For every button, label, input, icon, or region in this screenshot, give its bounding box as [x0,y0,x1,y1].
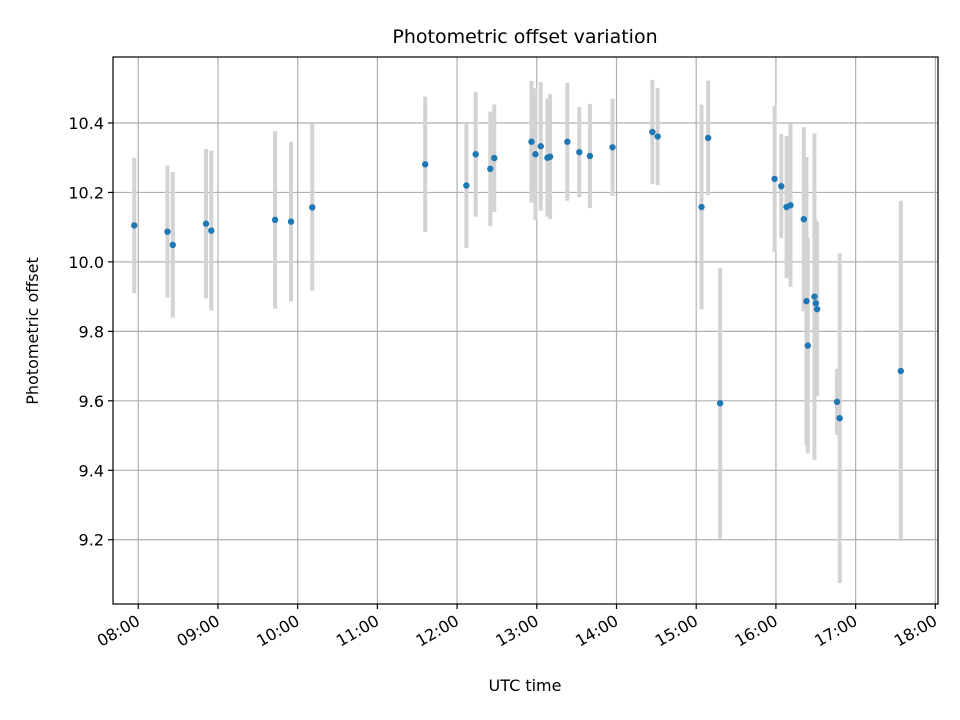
y-tick-label: 10.4 [68,114,104,133]
data-point [804,342,812,349]
data-point [208,227,215,234]
data-point [836,414,843,422]
data-point [532,151,539,158]
y-axis-ticks: 9.2 9.4 9.6 9.8 10.0 10.2 10.4 [68,114,113,550]
data-point [463,182,470,189]
data-point [169,241,176,249]
data-point [309,204,316,211]
data-point [421,161,429,168]
data-point [576,148,583,156]
data-point [271,216,279,224]
data-point [800,215,808,223]
data-point [564,138,571,145]
data-points [131,128,905,422]
data-point [491,154,498,162]
data-point [164,228,171,235]
data-point [487,165,494,173]
y-tick-label: 9.2 [79,531,104,550]
data-point [649,128,656,136]
data-point [202,220,210,227]
data-point [131,222,138,229]
data-point [811,293,818,300]
y-tick-label: 9.4 [79,461,104,480]
data-point [586,152,594,160]
x-axis-label: UTC time [489,676,562,695]
data-point [528,138,535,145]
data-point [704,134,712,142]
data-point [771,175,778,183]
data-point [609,144,616,151]
data-point [472,151,479,158]
data-point [778,182,785,190]
data-point [654,133,661,140]
data-point [546,153,554,160]
data-point [537,143,544,150]
plot-area-frame [112,56,939,605]
data-point [833,398,841,406]
y-tick-label: 9.6 [79,392,104,411]
y-tick-label: 10.0 [68,253,104,272]
data-point [716,400,724,407]
y-tick-label: 9.8 [79,322,104,341]
data-point [897,367,905,375]
data-point [787,202,794,209]
chart-title: Photometric offset variation [392,26,657,48]
y-axis-label: Photometric offset [23,257,42,405]
data-point [698,203,705,211]
data-point [287,218,295,225]
y-tick-label: 10.2 [68,183,104,202]
data-point [803,297,810,305]
data-point [812,300,819,307]
data-point [813,305,821,313]
